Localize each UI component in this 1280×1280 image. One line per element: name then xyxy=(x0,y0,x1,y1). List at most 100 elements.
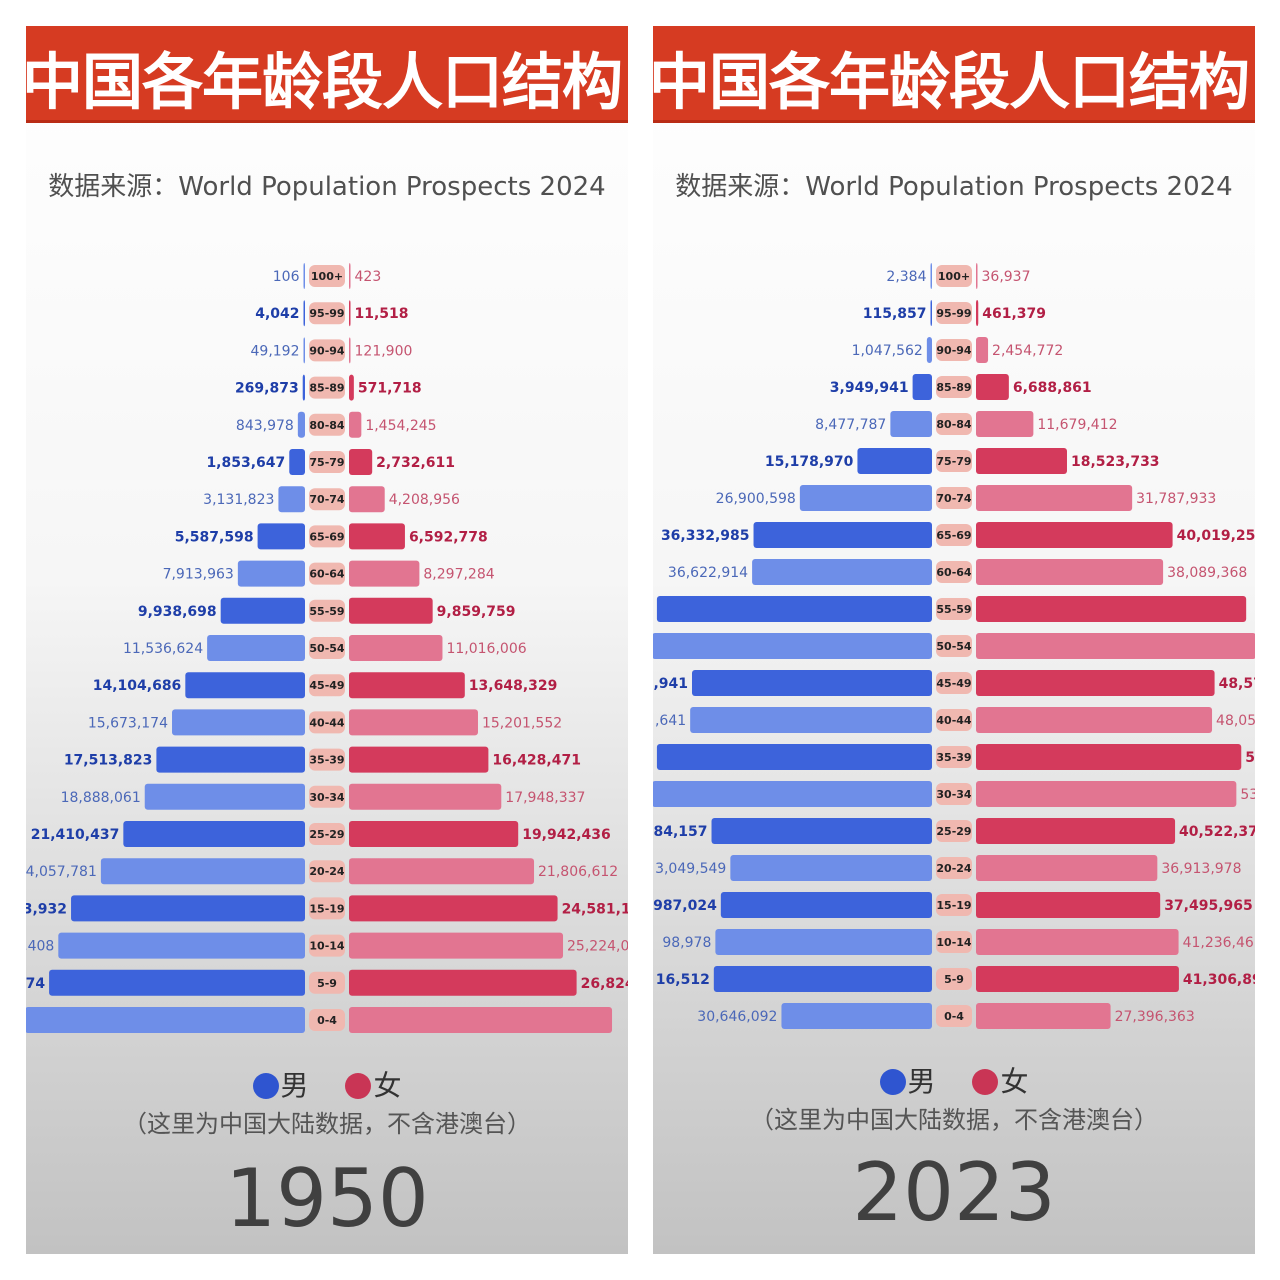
female-bar xyxy=(976,892,1161,918)
male-bar xyxy=(653,633,932,659)
male-value-label: 161,374 xyxy=(26,976,45,992)
female-bar xyxy=(349,523,405,550)
male-value-label: 7,913,963 xyxy=(163,567,234,583)
female-value-label: 6,688,861 xyxy=(1013,380,1092,396)
female-bar xyxy=(976,1003,1111,1029)
male-value-label: 843,978 xyxy=(236,418,294,434)
age-group-label: 30-34 xyxy=(309,791,345,804)
male-value-label: 15,673,174 xyxy=(88,715,168,731)
female-value-label: 48,57 xyxy=(1219,676,1255,692)
age-group-label: 10-14 xyxy=(936,936,972,949)
male-bar xyxy=(799,485,932,511)
male-bar xyxy=(303,300,305,327)
female-bar xyxy=(976,263,978,289)
age-group-label: 65-69 xyxy=(309,530,344,543)
male-bar xyxy=(715,929,932,955)
age-group-box xyxy=(309,897,345,920)
female-value-label: 38,089,368 xyxy=(1167,565,1247,581)
female-value-label: 6,592,778 xyxy=(409,529,488,545)
female-value-label: 121,900 xyxy=(355,343,413,359)
data-source: 数据来源：World Population Prospects 2024 xyxy=(48,172,606,202)
male-bar xyxy=(71,895,305,922)
age-group-box xyxy=(309,488,345,511)
male-bar xyxy=(753,522,932,548)
female-bar xyxy=(349,858,535,885)
female-bar xyxy=(976,929,1179,955)
male-bar xyxy=(185,672,305,699)
male-value-label: 269,873 xyxy=(235,381,299,397)
age-group-box xyxy=(309,860,345,883)
female-bar xyxy=(349,821,519,847)
female-value-label: 11,679,412 xyxy=(1037,417,1117,433)
age-group-label: 0-4 xyxy=(317,1014,337,1027)
male-value-label: 9,938,698 xyxy=(138,604,217,620)
legend-female: 女 xyxy=(972,1060,1028,1100)
age-group-label: 55-59 xyxy=(309,605,344,618)
female-value-label: 18,523,733 xyxy=(1071,454,1160,470)
female-bar xyxy=(349,635,443,661)
female-bar xyxy=(976,337,989,363)
female-value-label: 15,201,552 xyxy=(482,715,562,731)
male-value-label: ,074,408 xyxy=(26,939,54,955)
age-group-box xyxy=(309,525,345,548)
male-value-label: 106 xyxy=(273,269,300,285)
female-bar xyxy=(976,781,1237,807)
female-bar xyxy=(349,374,354,401)
male-bar xyxy=(49,969,305,996)
age-group-label: 100+ xyxy=(311,270,343,283)
age-group-box xyxy=(936,561,972,583)
age-group-box xyxy=(309,451,345,473)
age-group-box xyxy=(936,339,972,361)
age-group-label: 50-54 xyxy=(309,642,345,655)
female-bar xyxy=(976,411,1034,437)
age-group-box xyxy=(309,711,345,734)
age-group-label: 5-9 xyxy=(317,977,337,990)
age-group-box xyxy=(309,1009,345,1031)
male-value-label: 3,987,024 xyxy=(653,898,717,914)
female-value-label: 41,236,46 xyxy=(1183,935,1254,951)
year-label: 2023 xyxy=(852,1146,1056,1239)
female-bar xyxy=(976,707,1213,733)
age-group-label: 20-24 xyxy=(936,862,972,875)
female-value-label: 41,306,89 xyxy=(1183,972,1255,988)
age-group-box xyxy=(936,857,972,879)
age-group-label: 35-39 xyxy=(309,754,344,767)
age-group-label: 95-99 xyxy=(936,307,971,320)
female-bar xyxy=(349,783,502,810)
age-group-box xyxy=(936,376,972,398)
panel-1950: 中国各年龄段人口结构 数据来源：World Population Prospec… xyxy=(26,26,628,1254)
female-bar xyxy=(976,855,1158,881)
age-group-label: 50-54 xyxy=(936,640,972,653)
female-bar xyxy=(976,448,1067,474)
age-group-box xyxy=(936,635,972,657)
age-group-label: 70-74 xyxy=(936,492,972,505)
male-value-label: 1,853,647 xyxy=(206,455,285,471)
age-group-box xyxy=(936,524,972,546)
age-group-label: 40-44 xyxy=(936,714,972,727)
age-group-box xyxy=(309,823,345,845)
age-group-label: 25-29 xyxy=(936,825,971,838)
age-group-label: 80-84 xyxy=(936,418,972,431)
age-group-box xyxy=(309,971,345,994)
legend: 男 女 xyxy=(653,1060,1255,1100)
age-group-label: 0-4 xyxy=(944,1010,964,1023)
female-bar xyxy=(976,744,1242,770)
age-group-label: 85-89 xyxy=(936,381,971,394)
age-group-box xyxy=(309,785,345,808)
male-value-label: 3,949,941 xyxy=(830,380,909,396)
female-bar xyxy=(976,374,1009,400)
male-bar xyxy=(220,597,305,624)
female-value-label: 16,428,471 xyxy=(492,753,581,769)
age-group-box xyxy=(936,598,972,620)
female-bar xyxy=(349,449,373,475)
female-bar xyxy=(349,560,420,587)
male-bar xyxy=(207,635,305,661)
legend-male: 男 xyxy=(879,1060,936,1100)
male-bar xyxy=(297,411,305,438)
male-value-label: 11,536,624 xyxy=(123,641,203,657)
age-group-box xyxy=(309,265,345,287)
male-value-label: 36,332,985 xyxy=(661,528,750,544)
male-bar xyxy=(752,559,932,585)
female-bar xyxy=(976,596,1247,622)
male-dot-icon xyxy=(252,1073,279,1099)
